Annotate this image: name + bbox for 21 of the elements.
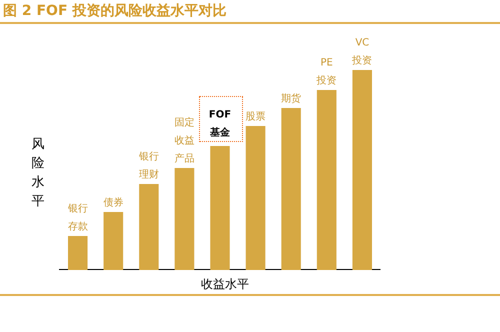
bar <box>352 70 372 270</box>
x-tick-label: PE投资 <box>316 58 337 87</box>
x-tick-label: FOF基金 <box>208 110 232 139</box>
bar <box>174 168 194 270</box>
bar <box>68 236 88 270</box>
chart-title: 图 2 FOF 投资的风险收益水平对比 <box>3 2 226 20</box>
y-axis-title: 风险水平 <box>30 136 46 211</box>
x-tick-label: 债券 <box>103 196 124 209</box>
bar <box>139 184 159 270</box>
bar <box>316 90 336 270</box>
bar <box>246 126 266 270</box>
bar <box>210 146 230 270</box>
bar <box>104 212 124 270</box>
x-axis-title: 收益水平 <box>200 276 250 293</box>
x-tick-label: 股票 <box>246 112 266 123</box>
x-tick-label: 期货 <box>281 92 302 105</box>
x-tick-label: 银行理财 <box>138 152 159 181</box>
x-tick-label: 银行存款 <box>66 204 88 233</box>
x-tick-label: 固定收益产品 <box>174 116 194 165</box>
x-tick-label: VC投资 <box>351 38 372 67</box>
bar <box>281 108 301 270</box>
